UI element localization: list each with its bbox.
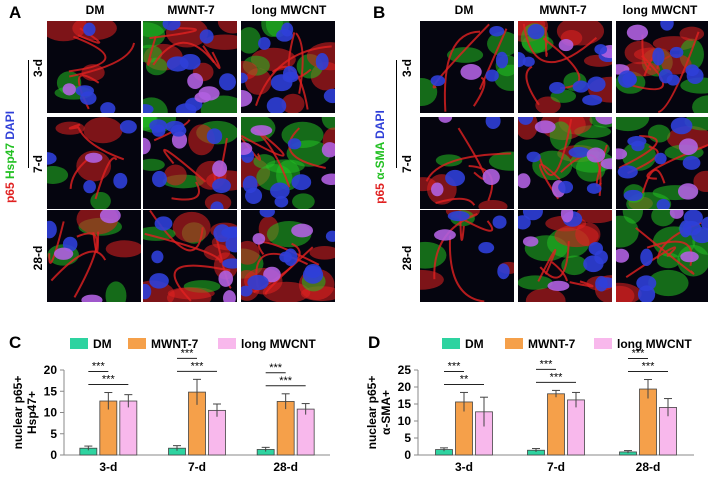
bar-long-mwcnt-28-d bbox=[296, 408, 315, 456]
panel-b-col-long: long MWCNT bbox=[622, 3, 698, 17]
stain-asma: α-SMA bbox=[373, 142, 387, 180]
panel-b-col-mwnt7: MWNT-7 bbox=[539, 3, 587, 17]
panel-label-c: C bbox=[9, 333, 22, 352]
legend-swatch-2 bbox=[218, 338, 236, 349]
legend-label-0: DM bbox=[465, 337, 484, 351]
bar-long-mwcnt-7-d bbox=[567, 399, 585, 456]
x-tick-label-3-d: 3-d bbox=[455, 460, 473, 474]
micrograph-a-r3-c2 bbox=[143, 210, 237, 302]
panel-label-d: D bbox=[368, 333, 381, 352]
x-tick-label-3-d: 3-d bbox=[99, 460, 117, 474]
micrograph-b-r2-c1 bbox=[420, 117, 514, 209]
significance-label: *** bbox=[181, 347, 195, 359]
bar-mwnt-7-7-d bbox=[547, 393, 565, 456]
panel-b-row-7d: 7-d bbox=[400, 155, 414, 173]
significance-label: *** bbox=[269, 362, 283, 374]
panel-b-row-line bbox=[396, 60, 397, 168]
micrograph-b-r1-c1 bbox=[420, 21, 514, 113]
bar-chart-c: DM MWNT-7 long MWCNT nuclear p65+ Hsp47+ 0 5 10… bbox=[11, 337, 330, 474]
significance-label: *** bbox=[102, 374, 116, 386]
micrograph-a-r1-c1 bbox=[47, 21, 141, 113]
legend-swatch-1 bbox=[505, 338, 523, 349]
significance-label: *** bbox=[540, 358, 554, 370]
panel-a-col-dm: DM bbox=[85, 3, 105, 17]
micrograph-a-r3-c1 bbox=[47, 210, 141, 302]
x-tick-label-28-d: 28-d bbox=[636, 460, 661, 474]
panel-a-stain-label: p65 Hsp47 DAPI bbox=[3, 77, 17, 237]
micrograph-a-r3-c3 bbox=[241, 210, 335, 302]
y-tick-label: 0 bbox=[404, 448, 411, 462]
legend-label-0: DM bbox=[93, 337, 112, 351]
legend-swatch-1 bbox=[128, 338, 146, 349]
legend-label-1: MWNT-7 bbox=[151, 337, 199, 351]
panel-b-row-3d: 3-d bbox=[400, 59, 414, 77]
y-tick-label: 15 bbox=[44, 384, 58, 398]
panel-a-row-3d: 3-d bbox=[31, 59, 45, 77]
legend-swatch-2 bbox=[594, 338, 612, 349]
panel-label-b: B bbox=[373, 3, 386, 22]
micrograph-b-r3-c1 bbox=[420, 210, 514, 302]
stain-dapi-a: DAPI bbox=[3, 110, 17, 140]
stain-p65-b: p65 bbox=[373, 183, 387, 204]
y-tick-label: 20 bbox=[398, 380, 412, 394]
bar-mwnt-7-28-d bbox=[276, 401, 295, 456]
micrograph-a-r1-c2 bbox=[143, 21, 237, 113]
panel-b-row-28d: 28-d bbox=[400, 245, 414, 271]
micrograph-b-r2-c3 bbox=[616, 117, 708, 209]
bar-chart-d: DM MWNT-7 long MWCNT nuclear p65+ α-SMA+ 0 5 10… bbox=[365, 337, 694, 474]
panel-label-a: A bbox=[9, 3, 22, 22]
significance-label: *** bbox=[279, 375, 293, 387]
y-axis-label-line1: nuclear p65+ bbox=[365, 376, 379, 450]
micrograph-b-r2-c2 bbox=[518, 117, 612, 209]
micrograph-b-r3-c2 bbox=[518, 210, 612, 302]
panel-a-row-line bbox=[28, 60, 29, 168]
micrograph-b-r1-c3 bbox=[616, 21, 708, 113]
stain-p65-a: p65 bbox=[3, 182, 17, 204]
y-tick-label: 10 bbox=[44, 406, 58, 420]
y-tick-label: 25 bbox=[398, 363, 412, 377]
legend-swatch-0 bbox=[70, 338, 88, 349]
panel-a-col-long: long MWCNT bbox=[251, 3, 327, 17]
panel-a-col-mwnt7: MWNT-7 bbox=[167, 3, 215, 17]
stain-hsp47: Hsp47 bbox=[3, 142, 17, 180]
x-tick-label-28-d: 28-d bbox=[273, 460, 298, 474]
significance-label: *** bbox=[550, 371, 564, 383]
bar-long-mwcnt-3-d bbox=[119, 400, 138, 456]
significance-label: *** bbox=[191, 360, 205, 372]
y-tick-label: 15 bbox=[398, 397, 412, 411]
micrograph-b-r3-c3 bbox=[616, 210, 708, 302]
legend-label-2: long MWCNT bbox=[617, 337, 692, 351]
significance-label: *** bbox=[642, 361, 656, 373]
micrograph-b-r1-c2 bbox=[518, 21, 612, 113]
legend-swatch-0 bbox=[442, 338, 460, 349]
significance-label: *** bbox=[632, 348, 646, 360]
y-tick-label: 20 bbox=[44, 363, 58, 377]
y-tick-label: 5 bbox=[404, 431, 411, 445]
legend-label-2: long MWCNT bbox=[241, 337, 316, 351]
y-tick-label: 5 bbox=[50, 427, 57, 441]
panel-a-row-28d: 28-d bbox=[31, 245, 45, 271]
bar-long-mwcnt-7-d bbox=[208, 409, 226, 456]
y-axis-label-line1: nuclear p65+ bbox=[11, 376, 25, 450]
y-tick-label: 10 bbox=[398, 414, 412, 428]
panel-b-stain-label: p65 α-SMA DAPI bbox=[373, 77, 387, 237]
y-axis-label-line2: α-SMA+ bbox=[379, 390, 393, 435]
legend-label-1: MWNT-7 bbox=[528, 337, 576, 351]
y-axis-label-line2: Hsp47+ bbox=[25, 391, 39, 434]
significance-label: *** bbox=[448, 360, 462, 372]
micrograph-a-r2-c1 bbox=[47, 117, 141, 209]
panel-a-row-7d: 7-d bbox=[31, 155, 45, 173]
x-tick-label-7-d: 7-d bbox=[188, 460, 206, 474]
x-tick-label-7-d: 7-d bbox=[547, 460, 565, 474]
stain-dapi-b: DAPI bbox=[373, 110, 387, 139]
micrograph-a-r2-c2 bbox=[143, 117, 237, 209]
micrograph-a-r2-c3 bbox=[241, 117, 335, 209]
significance-label: ** bbox=[460, 373, 469, 385]
panel-b-col-dm: DM bbox=[454, 3, 474, 17]
y-tick-label: 0 bbox=[50, 448, 57, 462]
bar-mwnt-7-28-d bbox=[639, 388, 657, 456]
significance-label: *** bbox=[92, 361, 106, 373]
micrograph-a-r1-c3 bbox=[241, 21, 335, 113]
